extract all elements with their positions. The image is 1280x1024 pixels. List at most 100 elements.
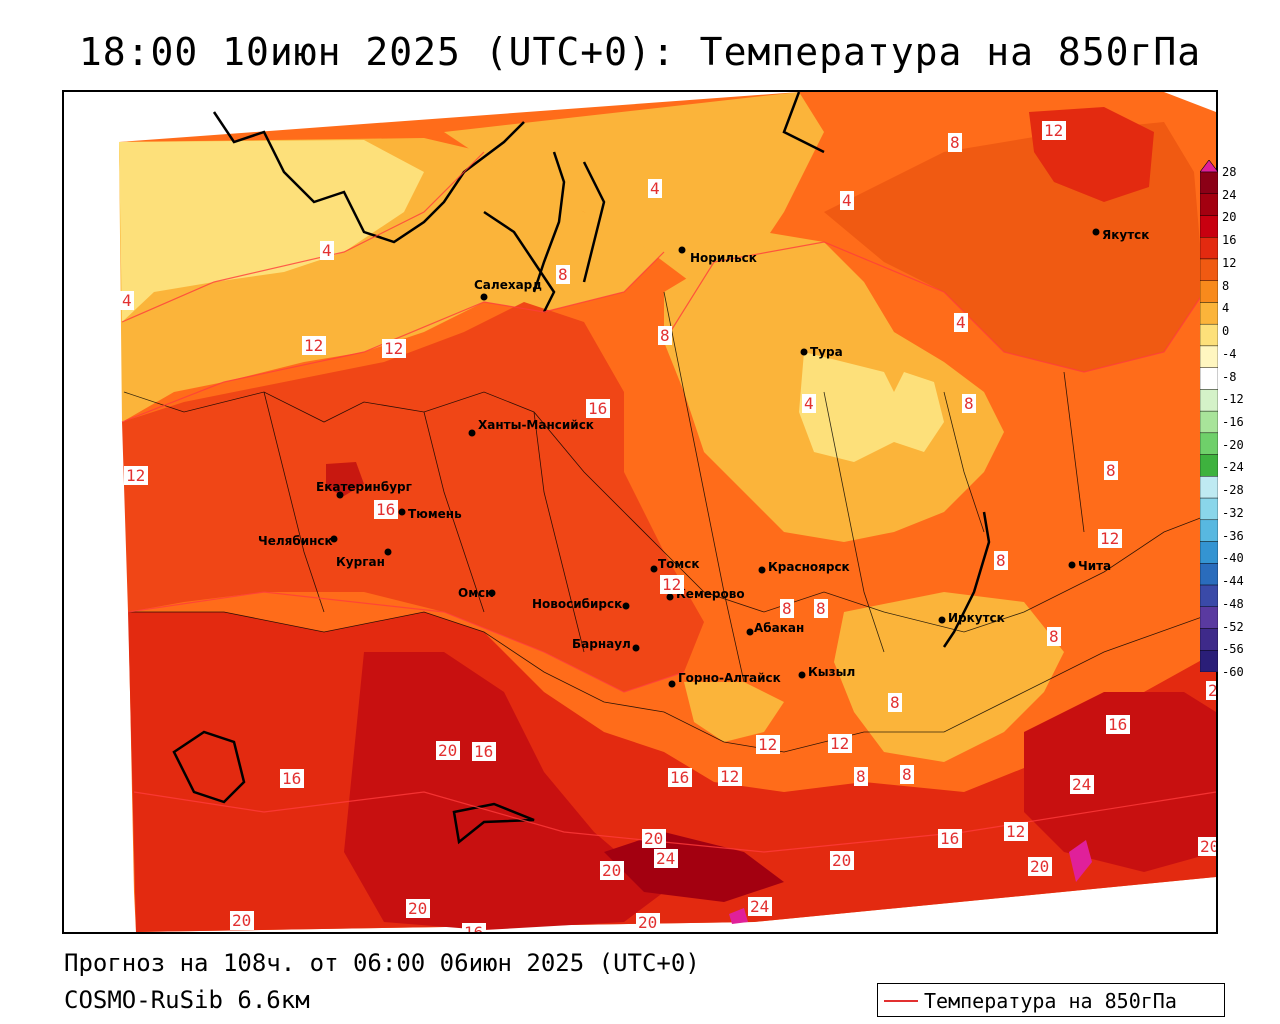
contour-label-box: [556, 265, 570, 284]
colorbar-tick-label: -20: [1222, 437, 1244, 452]
city-marker: [800, 348, 808, 356]
contour-label: 4: [842, 191, 852, 210]
contour-label-box: [828, 734, 852, 753]
contour-label-box: [600, 861, 624, 880]
contour-label-box: [654, 849, 678, 868]
contour-label: 12: [126, 466, 145, 485]
contour-label-box: [124, 466, 148, 485]
contour-label-box: [462, 923, 486, 932]
city-markers: Норильск Якутск Салехард Тура Ханты-Мансийск…: [258, 228, 1149, 688]
map-canvas: Норильск Якутск Салехард Тура Ханты-Мансийск…: [119, 92, 1216, 932]
colorbar-tick-label: 16: [1222, 233, 1237, 248]
contour-label-box: [962, 394, 976, 413]
colorbar-tick-label: 24: [1222, 187, 1237, 202]
colorbar-segment: [1200, 280, 1218, 303]
hot-core-mongolia: [1024, 692, 1216, 872]
colorbar-top-arrow: [1200, 160, 1218, 173]
colorbar-tick-label: -44: [1222, 574, 1244, 589]
city-marker: [1068, 561, 1076, 569]
contour-label-box: [748, 897, 772, 916]
city-label: Тюмень: [408, 507, 462, 521]
contour-label-box: [994, 551, 1008, 570]
contour-label: 4: [956, 313, 966, 332]
cool-region-baikal: [834, 592, 1064, 762]
colorbar-segment: [1200, 237, 1218, 260]
contour-label-box: [900, 765, 914, 784]
contour-label: 20: [644, 829, 663, 848]
city-label: Ханты-Мансийск: [478, 418, 594, 432]
city-marker: [488, 589, 496, 597]
city-label: Якутск: [1102, 228, 1149, 242]
model-info: COSMO-RuSib 6.6км: [64, 986, 310, 1014]
contour-label-box: [888, 693, 902, 712]
contour-label: 20: [232, 911, 251, 930]
contour-label: 4: [122, 291, 132, 310]
city-label: Норильск: [690, 251, 757, 265]
contour-label: 8: [902, 765, 912, 784]
contour-label-box: [668, 768, 692, 787]
warm-band-north: [444, 92, 824, 292]
hot-core-gobi: [604, 832, 784, 902]
warm-region-west-siberia: [122, 302, 704, 692]
contour-label-box: [636, 913, 660, 932]
colorbar-tick-label: 4: [1222, 301, 1230, 316]
city-label: Томск: [658, 557, 700, 571]
extreme-hot-spot-2: [729, 908, 748, 924]
legend-line-swatch: [884, 1000, 918, 1002]
contour-label-box: [1004, 822, 1028, 841]
city-label: Салехард: [474, 278, 542, 292]
colorbar-tick-label: -52: [1222, 619, 1244, 634]
contour-label-box: [472, 742, 496, 761]
city-marker: [398, 508, 406, 516]
city-marker: [678, 246, 686, 254]
city-label: Иркутск: [948, 611, 1005, 625]
contour-label: 20: [602, 861, 621, 880]
colorbar-segment: [1200, 302, 1218, 325]
contour-label-box: [756, 735, 780, 754]
contour-label: 12: [758, 735, 777, 754]
colorbar-segment: [1200, 171, 1218, 194]
city-marker: [336, 491, 344, 499]
contour-label: 20: [438, 741, 457, 760]
contour-lines: [121, 151, 1216, 853]
colorbar-segment: [1200, 519, 1218, 542]
contour-label: 16: [670, 768, 689, 787]
contour-label: 24: [1072, 775, 1091, 794]
contour-label: 4: [322, 241, 332, 260]
colorbar-segment: [1200, 476, 1218, 499]
city-label: Чита: [1078, 559, 1111, 573]
admin-borders: [123, 291, 1216, 753]
colorbar-tick-label: 0: [1222, 324, 1230, 339]
contour-label-box: [802, 394, 816, 413]
contour-label-box: [1047, 627, 1061, 646]
contour-label-box: [382, 339, 406, 358]
city-marker: [668, 680, 676, 688]
city-label: Барнаул: [572, 637, 631, 651]
cool-band-0-4-west: [119, 140, 424, 322]
contour-label-box: [658, 326, 672, 345]
contour-label: 12: [304, 336, 323, 355]
colorbar-tick-label: -36: [1222, 528, 1244, 543]
colorbar-segment: [1200, 432, 1218, 455]
contour-label: 8: [964, 394, 974, 413]
contour-label-box: [1198, 837, 1216, 856]
contour-label: 8: [996, 551, 1006, 570]
city-label: Челябинск: [258, 534, 333, 548]
contour-label-box: [840, 191, 854, 210]
contour-label: 8: [782, 599, 792, 618]
city-label: Кызыл: [808, 665, 855, 679]
warm-core-ekaterinburg: [326, 462, 364, 496]
colorbar-segment: [1200, 563, 1218, 586]
contour-label: 16: [940, 829, 959, 848]
colorbar-tick-label: -60: [1222, 665, 1244, 679]
contour-label: 8: [816, 599, 826, 618]
contour-label-box: [1206, 681, 1216, 700]
contour-labels: 12 8 4 4 4 4 8 12 8 4 4 8 8 12 12 16 16 12 8 12 8 8 8 20 16 12 16 1…: [120, 121, 1216, 932]
contour-label: 20: [408, 899, 427, 918]
contour-label: 12: [662, 575, 681, 594]
contour-label: 20: [638, 913, 657, 932]
cool-region-altai: [684, 682, 784, 742]
colorbar-segment: [1200, 193, 1218, 216]
contour-label: 20: [1200, 837, 1216, 856]
colorbar-tick-label: -32: [1222, 505, 1244, 520]
